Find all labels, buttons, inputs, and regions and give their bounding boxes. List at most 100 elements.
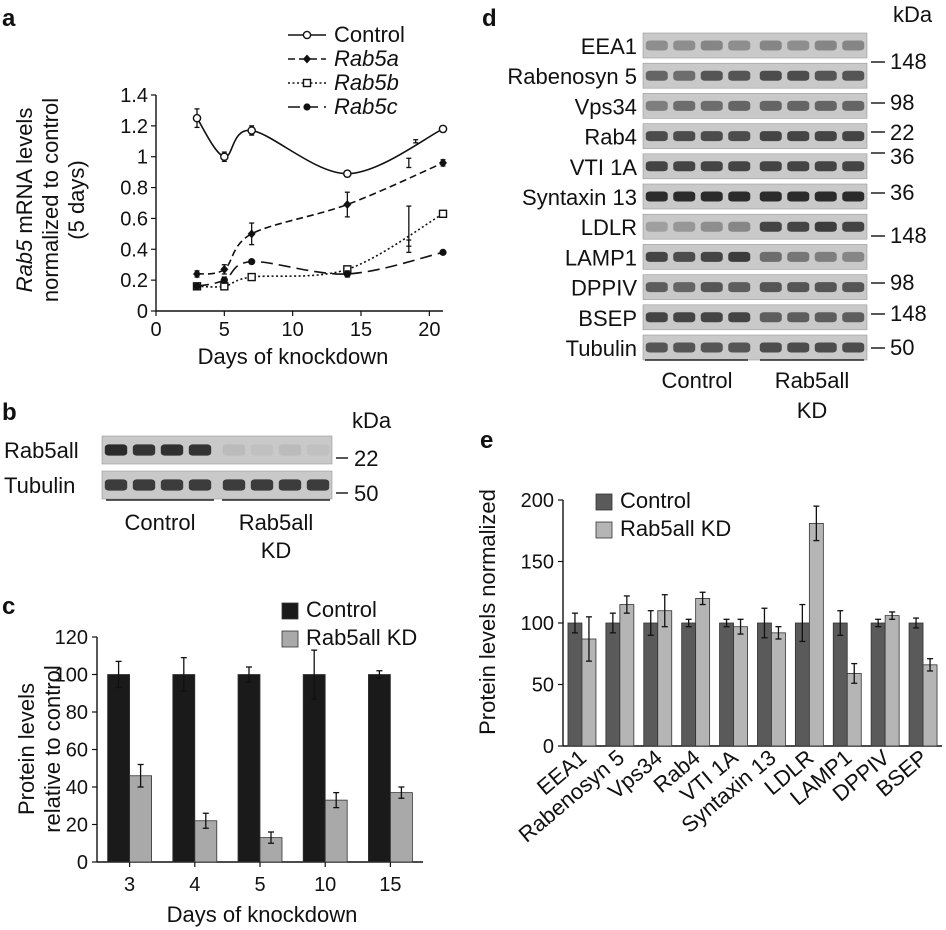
panel-a-ylabel-line3: (5 days) xyxy=(64,160,89,239)
panel-d-kda-value: 36 xyxy=(890,144,914,169)
panel-d-blot-band xyxy=(759,312,782,323)
panel-e-bar-control xyxy=(757,622,772,747)
panel-e-bar-kd xyxy=(922,664,938,747)
panel-c-x-tick-label: 5 xyxy=(254,874,265,896)
panel-c-bar-kd xyxy=(389,792,413,863)
panel-b-kda-header: kDa xyxy=(352,408,392,433)
panel-d-blot-band xyxy=(759,161,782,172)
panel-d-blot-band xyxy=(842,251,865,262)
panel-e-legend-swatch xyxy=(595,493,613,511)
panel-a-ylabel-italic: Rab5 xyxy=(12,239,37,292)
panel-d-blot-band xyxy=(728,221,751,232)
panel-a-y-tick-label: 0 xyxy=(137,301,148,323)
panel-d-row-label: Rab4 xyxy=(584,125,637,150)
panel-d-blot-band xyxy=(645,342,668,353)
panel-d-blot-band xyxy=(673,70,696,81)
panel-c-letter: c xyxy=(2,593,15,620)
panel-c-y-tick-label: 60 xyxy=(66,740,88,762)
panel-c-x-tick-label: 10 xyxy=(314,874,336,896)
panel-d-kd-label-2: KD xyxy=(797,398,828,423)
panel-a-series-line xyxy=(196,117,444,175)
panel-e-ylabel: Protein levels normalized xyxy=(475,489,500,735)
panel-b-kda-value: 22 xyxy=(354,446,378,471)
panel-e-bar-control xyxy=(605,622,621,747)
panel-d-blot-band xyxy=(673,342,696,353)
panel-c-y-tick-label: 40 xyxy=(66,777,88,799)
panel-d-blot-band xyxy=(673,191,696,202)
panel-b-blot-band xyxy=(104,479,128,491)
panel-e-bar-control xyxy=(908,622,924,747)
panel-b-control-label: Control xyxy=(125,510,196,535)
panel-d-kda-value: 36 xyxy=(890,180,914,205)
panel-b-blot-band xyxy=(278,479,302,491)
panel-b-blot-band xyxy=(306,479,330,491)
panel-b-blot-band xyxy=(306,444,330,456)
panel-d-blot-band xyxy=(673,312,696,323)
panel-b-blot-band xyxy=(188,479,212,491)
panel-d-blot-band xyxy=(787,70,810,81)
panel-d-blot-band xyxy=(842,282,865,293)
panel-d-blot-band xyxy=(673,161,696,172)
panel-d-blot-band xyxy=(645,312,668,323)
panel-a-y-tick-label: 0.6 xyxy=(120,208,148,230)
panel-b-blot-band xyxy=(250,479,274,491)
panel-a-marker xyxy=(192,113,202,123)
panel-d-blot-band xyxy=(842,70,865,81)
panel-a-legend-marker xyxy=(303,54,311,64)
panel-d-blot-band xyxy=(759,282,782,293)
panel-e-y-tick-label: 100 xyxy=(521,613,554,635)
panel-b-kda-value: 50 xyxy=(354,481,378,506)
panel-a-marker xyxy=(220,152,229,162)
panel-d-blot-band xyxy=(673,251,696,262)
panel-d-blot-band xyxy=(728,100,751,111)
panel-d-row-label: Vps34 xyxy=(575,94,637,119)
panel-d-blot-band xyxy=(728,191,751,202)
panel-d-letter: d xyxy=(482,5,497,32)
panel-a-marker xyxy=(247,229,256,239)
panel-d-kda-value: 22 xyxy=(890,120,914,145)
panel-c-bar-control xyxy=(302,674,326,863)
panel-d-control-label: Control xyxy=(662,368,733,393)
panel-d-kda-value: 148 xyxy=(890,301,927,326)
panel-e-bar-control xyxy=(719,622,734,747)
panel-b-letter: b xyxy=(2,399,17,426)
panel-b-blot-band xyxy=(132,479,156,491)
panel-d-kda-value: 148 xyxy=(890,49,927,74)
panel-a-legend-label: Rab5a xyxy=(334,46,399,71)
panel-d-blot-band xyxy=(700,40,723,51)
panel-a-legend-marker xyxy=(302,30,312,40)
panel-e-bar-control xyxy=(567,622,583,747)
panel-d-blot-band xyxy=(645,191,668,202)
panel-d-blot-band xyxy=(842,191,865,202)
panel-a-y-tick-label: 1.4 xyxy=(120,85,148,107)
panel-d: d kDa EEA1 148 Rabenosyn 5 Vps34 98 Rab4 22 VTI… xyxy=(482,2,933,423)
panel-d-blot-band xyxy=(728,131,751,142)
panel-c-legend-swatch xyxy=(281,602,299,620)
panel-a-legend-label: Rab5b xyxy=(334,70,399,95)
panel-a-x-tick-label: 0 xyxy=(150,319,161,341)
panel-b-row-label: Tubulin xyxy=(4,473,75,498)
panel-d-blot-band xyxy=(645,161,668,172)
panel-d-blot-band xyxy=(700,161,723,172)
panel-d-blot-band xyxy=(787,131,810,142)
panel-a-y-tick-label: 1.2 xyxy=(120,116,148,138)
panel-b-blot-band xyxy=(222,444,246,456)
panel-b-blot-band xyxy=(104,444,128,456)
panel-c-x-tick-label: 4 xyxy=(189,874,200,896)
panel-c-bar-control xyxy=(172,674,196,863)
panel-d-blot-band xyxy=(814,70,837,81)
panel-e-bar-kd xyxy=(884,615,900,747)
panel-c-bar-kd xyxy=(129,775,153,863)
panel-d-blot-band xyxy=(728,282,751,293)
panel-c-legend: Control Rab5all KD xyxy=(281,597,417,650)
panel-d-blot-band xyxy=(700,131,723,142)
panel-d-blot-band xyxy=(645,40,668,51)
panel-e-bar-control xyxy=(643,622,659,747)
panel-e-bar-kd xyxy=(808,522,824,747)
panel-a-series-rab5a xyxy=(193,158,447,279)
panel-d-row-label: LDLR xyxy=(581,215,637,240)
panel-d-blot-band xyxy=(787,100,810,111)
panel-d-blot-band xyxy=(700,312,723,323)
